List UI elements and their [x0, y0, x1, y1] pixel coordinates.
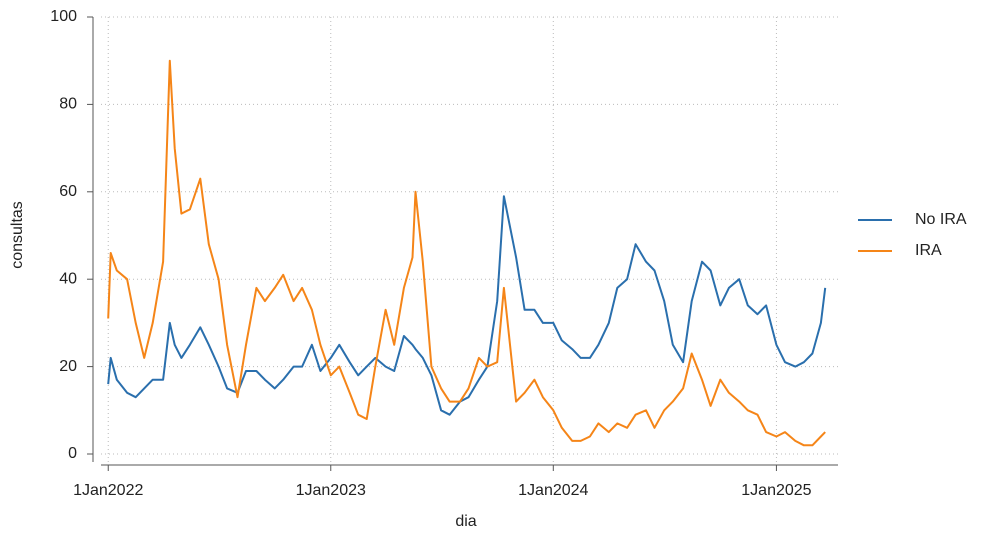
y-tick-label: 100: [50, 8, 77, 25]
x-tick-label: 1Jan2025: [741, 482, 811, 499]
x-tick-label: 1Jan2022: [73, 482, 143, 499]
y-tick-label: 80: [59, 96, 77, 113]
y-tick-label: 20: [59, 358, 77, 375]
x-tick-label: 1Jan2024: [518, 482, 588, 499]
series-line: [107, 195, 827, 416]
x-tick-label: 1Jan2023: [296, 482, 366, 499]
y-tick-label: 60: [59, 183, 77, 200]
x-axis-title: dia: [455, 513, 476, 530]
legend-label: No IRA: [915, 211, 967, 228]
series-line: [107, 59, 826, 447]
y-axis-title: consultas: [9, 201, 26, 269]
y-tick-label: 0: [68, 445, 77, 462]
legend-label: IRA: [915, 242, 942, 259]
y-tick-label: 40: [59, 270, 77, 287]
